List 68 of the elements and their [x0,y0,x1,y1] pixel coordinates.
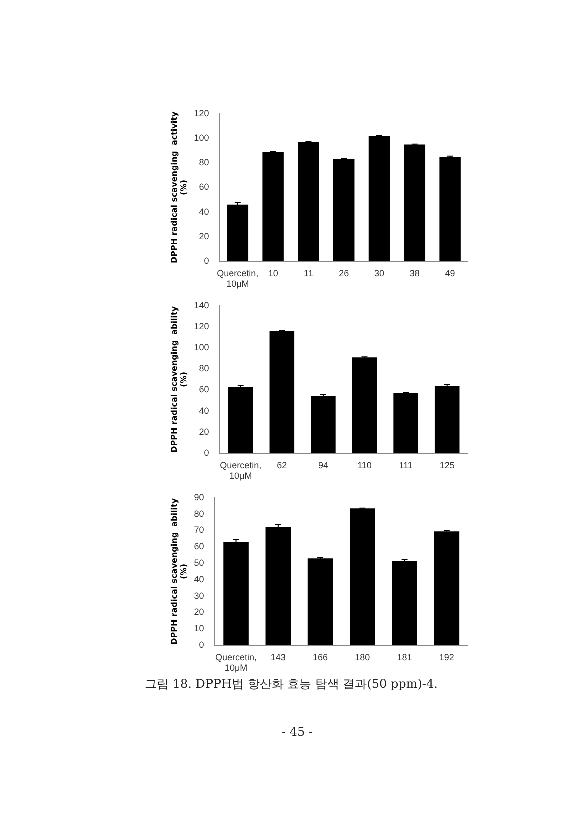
y-tick-label: 20 [199,231,210,242]
bar [308,558,334,646]
bar [440,156,461,262]
bar [368,136,390,262]
y-tick-label: 20 [199,426,210,437]
bar [262,152,284,262]
caption: 그림 18. DPPH법 항산화 효능 탐색 결과(50 ppm)-4. [145,676,438,693]
y-tick-label: 120 [194,108,210,118]
y-tick-label: 100 [194,133,210,144]
y-axis-title: DPPH radical scavenging ability (%) [170,306,188,453]
y-tick-label: 30 [194,590,204,601]
x-tick-label: 166 [313,652,328,662]
bar [434,386,460,454]
bar [298,142,320,262]
bar [392,561,418,646]
x-tick-label: 30 [374,268,385,278]
y-tick-label: 40 [199,406,210,416]
y-axis-title: DPPH radical scavenging ability (%) [170,498,188,645]
x-tick-label: Quercetin, 10μM [217,268,259,290]
y-tick-label: 70 [194,525,204,536]
bar [228,387,254,454]
x-tick-label: 10 [268,268,278,278]
x-tick-label: 38 [410,268,420,278]
bar [224,542,249,646]
x-tick-label: 143 [270,652,286,662]
y-tick-label: 60 [199,182,210,192]
y-tick-label: 60 [199,384,210,395]
x-tick-label: 26 [339,268,350,278]
y-tick-label: 80 [199,158,210,168]
bar [333,159,355,262]
x-tick-label: 180 [355,652,370,662]
y-tick-label: 0 [204,256,210,266]
y-tick-label: 40 [194,574,204,584]
bar [266,527,292,646]
text: - 45 - [282,725,314,739]
bar [311,396,336,454]
x-tick-label: 181 [397,652,412,662]
x-tick-label: 111 [399,460,413,470]
y-tick-label: 10 [194,624,204,634]
y-tick-label: 50 [194,558,204,568]
y-tick-label: 140 [194,300,210,310]
y-tick-label: 60 [194,542,204,552]
x-tick-label: Quercetin, 10μM [216,652,258,674]
bar [270,331,295,454]
x-tick-label: 49 [445,268,456,278]
y-tick-label: 40 [199,206,210,217]
x-tick-label: 110 [358,460,372,470]
x-tick-label: 94 [318,460,328,470]
x-tick-label: Quercetin, 10μM [220,460,262,482]
bar [350,508,376,646]
bar [434,532,460,646]
y-tick-label: 100 [194,342,210,353]
x-tick-label: 125 [440,460,455,470]
x-tick-label: 192 [439,652,454,662]
bar [352,358,378,454]
x-tick-label: 62 [277,460,288,470]
y-axis-title: DPPH radical scavenging activity (%) [170,111,188,264]
bar [404,144,426,262]
y-tick-label: 80 [194,508,204,519]
bar [394,393,418,454]
y-tick-label: 20 [194,607,204,618]
y-tick-label: 0 [199,640,204,650]
x-tick-label: 11 [304,268,314,278]
y-tick-label: 80 [199,364,210,374]
y-tick-label: 0 [204,448,210,458]
y-tick-label: 120 [194,322,210,332]
y-tick-label: 90 [194,492,204,502]
bar [227,204,249,262]
